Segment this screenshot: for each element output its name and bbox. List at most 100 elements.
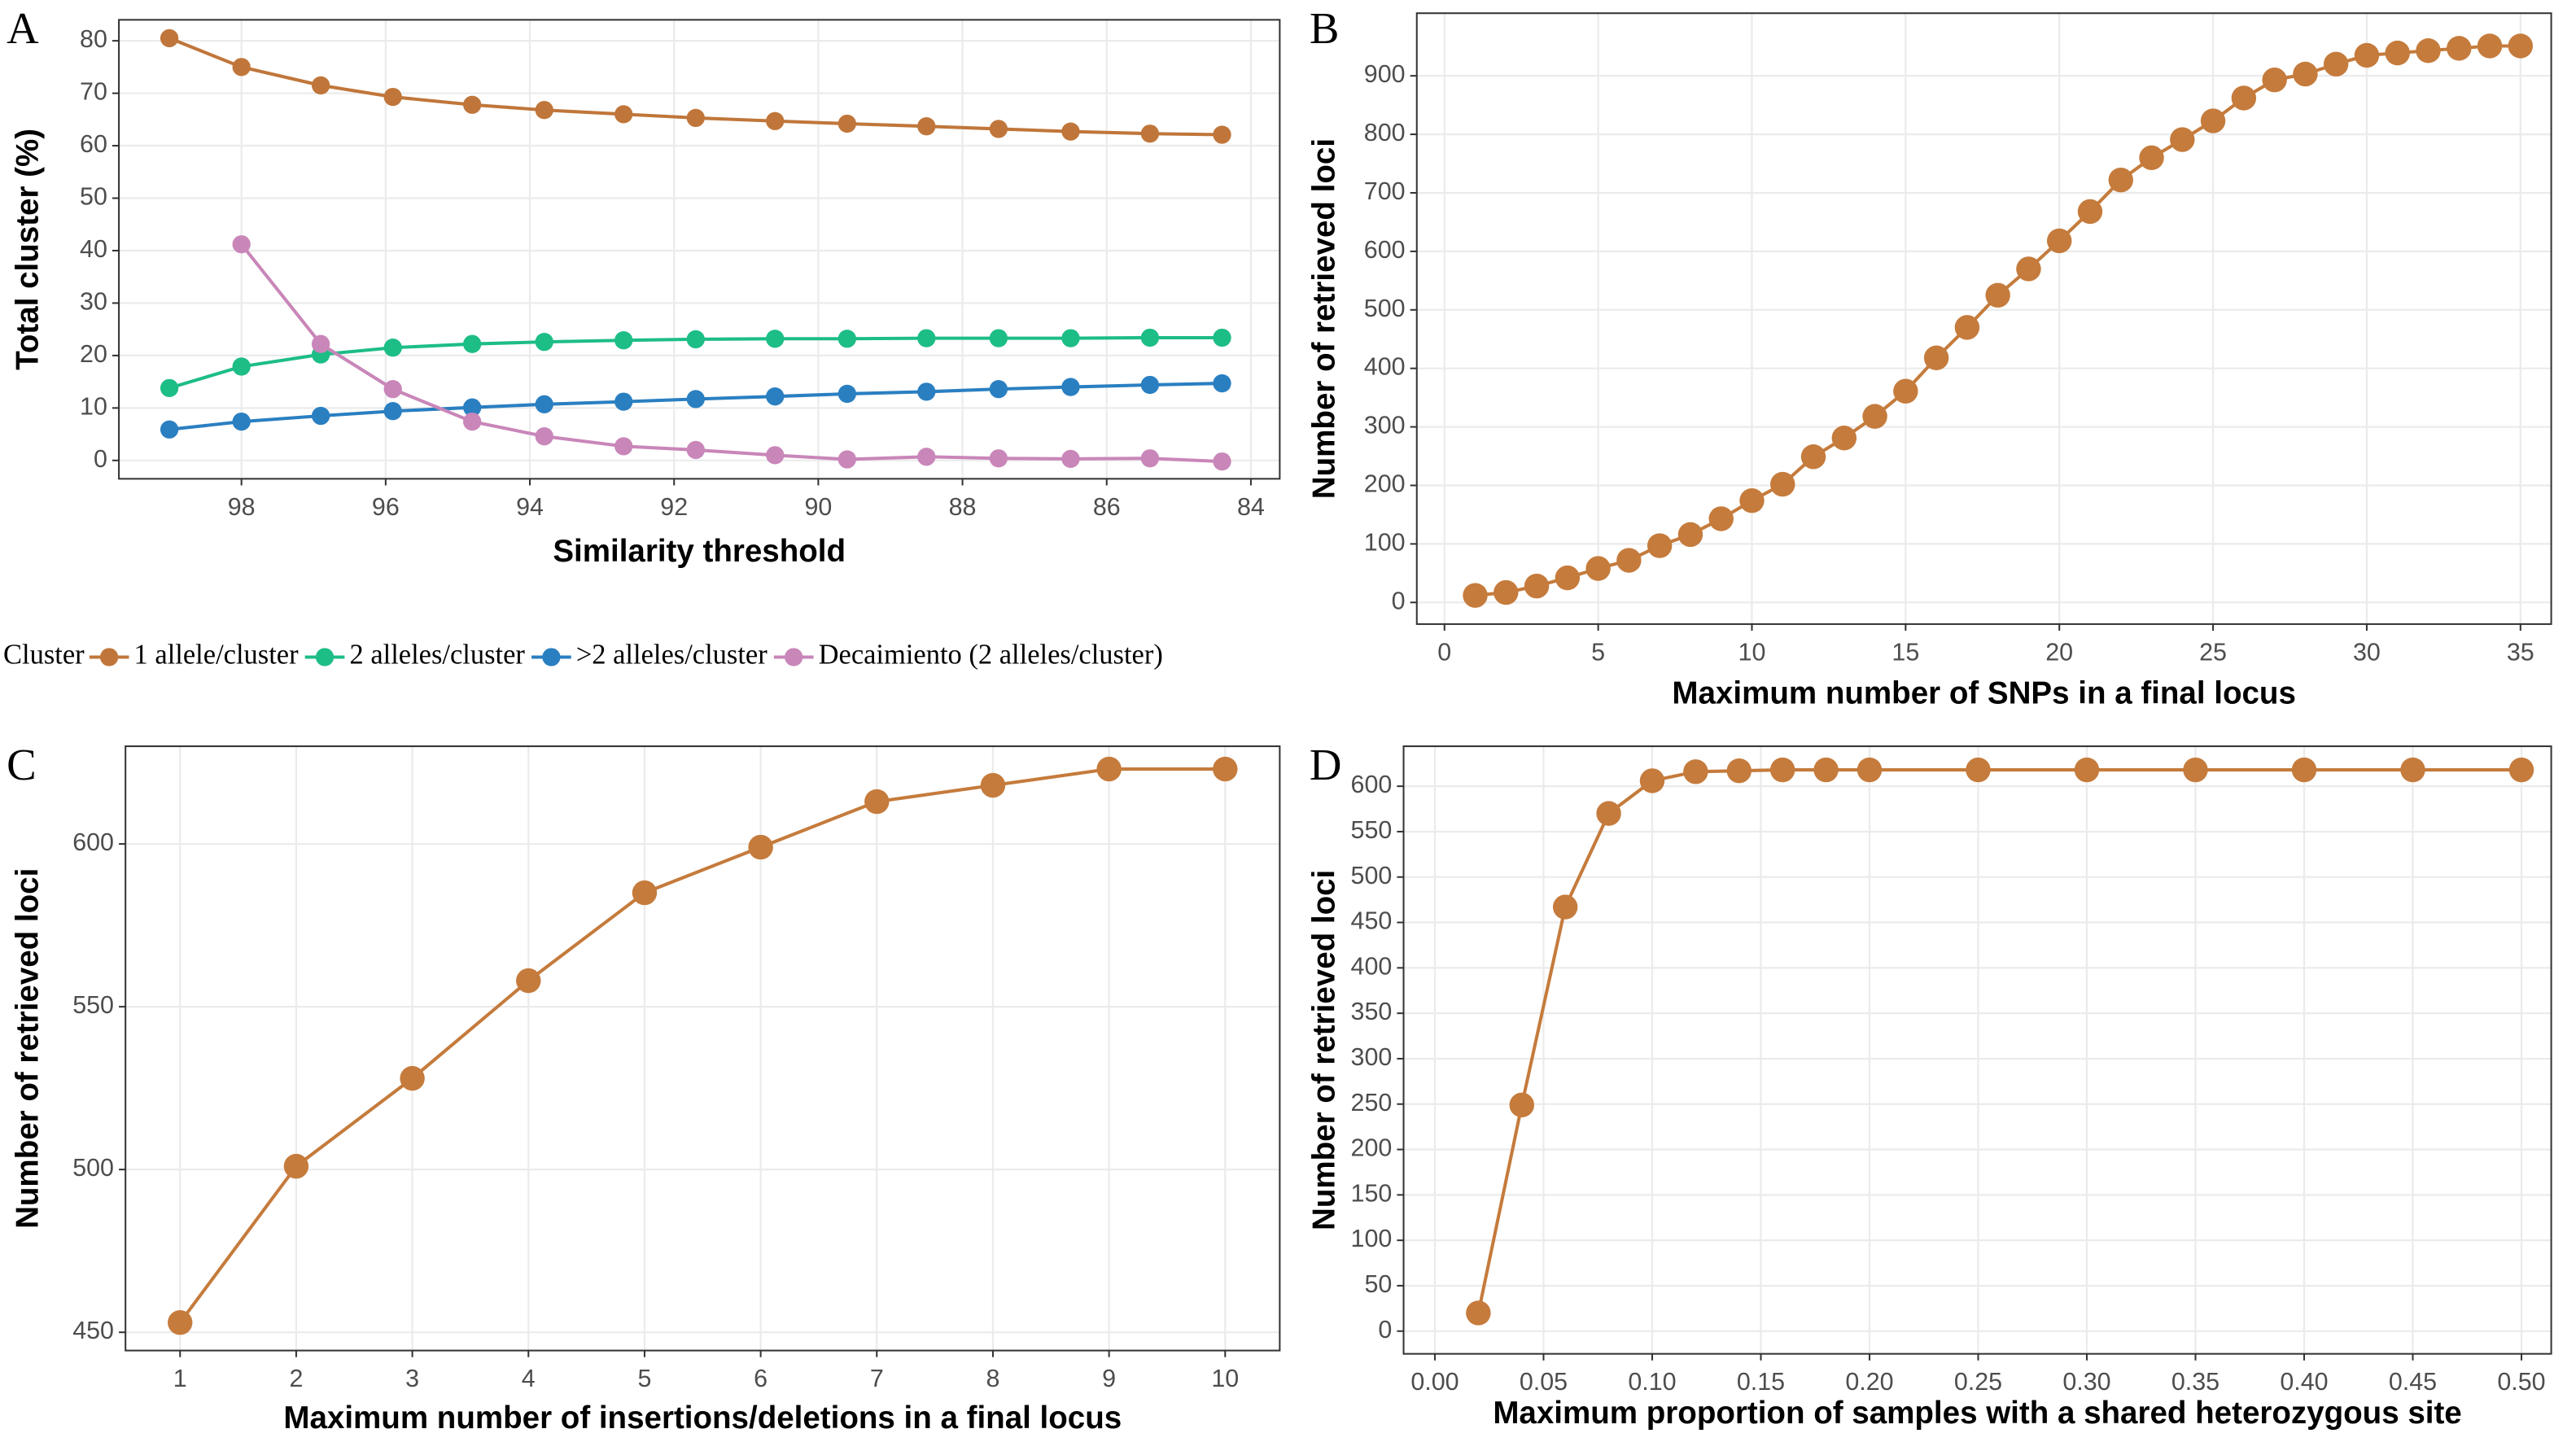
data-point xyxy=(232,357,251,376)
data-point xyxy=(686,330,705,349)
data-point xyxy=(766,111,785,130)
data-point xyxy=(980,772,1006,798)
x-tick-label: 5 xyxy=(637,1365,651,1392)
data-point xyxy=(1061,329,1080,347)
legend-label: 2 alleles/cluster xyxy=(349,639,525,670)
x-tick-label: 0.00 xyxy=(1410,1368,1459,1396)
data-point xyxy=(1769,757,1795,783)
y-tick-label: 0 xyxy=(1392,587,1406,614)
y-tick-label: 400 xyxy=(1351,952,1393,980)
data-point xyxy=(614,437,633,456)
data-point xyxy=(2447,36,2472,61)
y-tick-label: 550 xyxy=(72,991,114,1019)
data-point xyxy=(686,108,705,128)
x-tick-label: 94 xyxy=(516,493,544,521)
data-point xyxy=(2139,145,2164,171)
data-point xyxy=(160,28,179,48)
x-tick-label: 0.50 xyxy=(2497,1368,2545,1396)
data-point xyxy=(917,382,936,401)
data-point xyxy=(232,235,251,254)
x-tick-label: 0.20 xyxy=(1845,1368,1893,1396)
data-point xyxy=(2074,757,2100,783)
y-tick-label: 800 xyxy=(1364,119,1406,146)
data-point xyxy=(1494,579,1519,605)
data-point xyxy=(1647,533,1673,558)
data-point xyxy=(383,379,402,399)
x-tick-label: 86 xyxy=(1093,493,1121,521)
data-point xyxy=(1585,556,1611,581)
data-point xyxy=(1708,506,1734,531)
x-tick-label: 8 xyxy=(986,1365,999,1392)
y-tick-label: 300 xyxy=(1351,1043,1393,1071)
data-point xyxy=(1893,378,1918,404)
x-tick-label: 98 xyxy=(228,493,256,521)
y-axis-title: Total cluster (%) xyxy=(11,129,46,370)
x-tick-label: 0.25 xyxy=(1954,1368,2002,1396)
data-point xyxy=(1800,444,1826,470)
data-point xyxy=(2508,33,2534,59)
data-point xyxy=(838,330,856,348)
x-tick-label: 10 xyxy=(1738,638,1766,666)
y-tick-label: 50 xyxy=(1364,1270,1392,1298)
x-tick-label: 2 xyxy=(289,1365,303,1392)
y-tick-label: 450 xyxy=(72,1317,114,1344)
data-point xyxy=(1213,452,1231,471)
data-point xyxy=(1726,758,1752,784)
data-point xyxy=(1509,1092,1534,1118)
data-point xyxy=(1213,328,1231,347)
x-tick-label: 7 xyxy=(870,1365,884,1392)
data-point xyxy=(2400,757,2425,783)
data-point xyxy=(2077,199,2103,225)
data-point xyxy=(311,76,330,95)
y-tick-label: 600 xyxy=(1364,236,1406,264)
y-tick-label: 350 xyxy=(1351,998,1393,1025)
data-point xyxy=(232,412,251,431)
plot-border xyxy=(118,19,1281,480)
x-tick-label: 10 xyxy=(1211,1365,1239,1392)
data-point xyxy=(1555,565,1581,591)
legend-key xyxy=(785,648,803,666)
data-point xyxy=(463,334,482,353)
data-point xyxy=(1213,756,1238,782)
data-point xyxy=(2416,38,2441,63)
y-tick-label: 40 xyxy=(80,235,107,263)
data-point xyxy=(2200,108,2226,133)
data-point xyxy=(2108,167,2133,193)
data-point xyxy=(766,330,785,348)
data-point xyxy=(1954,315,1980,340)
data-point xyxy=(1639,768,1665,793)
data-point xyxy=(1831,426,1857,451)
y-tick-label: 20 xyxy=(80,340,107,368)
data-point xyxy=(2477,33,2503,59)
data-point xyxy=(2231,85,2257,111)
data-point xyxy=(1096,756,1122,782)
y-tick-label: 0 xyxy=(94,445,107,473)
y-tick-label: 400 xyxy=(1364,353,1406,381)
data-point xyxy=(1677,522,1703,548)
y-tick-label: 600 xyxy=(72,828,114,856)
y-tick-label: 60 xyxy=(80,130,107,158)
data-point xyxy=(1140,449,1160,468)
data-point xyxy=(838,450,856,469)
data-point xyxy=(1213,125,1231,144)
data-point xyxy=(535,426,553,446)
y-tick-label: 30 xyxy=(80,287,107,315)
panel-letter: D xyxy=(1310,740,1342,789)
y-tick-label: 450 xyxy=(1351,907,1393,935)
y-tick-label: 500 xyxy=(1364,295,1406,322)
x-tick-label: 35 xyxy=(2507,638,2534,666)
data-point xyxy=(2508,757,2534,783)
data-point xyxy=(535,395,553,413)
x-tick-label: 92 xyxy=(660,493,688,521)
legend-title: Cluster xyxy=(3,639,85,670)
x-axis-title: Maximum proportion of samples with a sha… xyxy=(1493,1396,2461,1431)
y-tick-label: 80 xyxy=(80,25,107,53)
data-point xyxy=(160,378,179,398)
x-tick-label: 15 xyxy=(1892,638,1919,666)
data-point xyxy=(686,390,705,409)
data-point xyxy=(1862,404,1887,429)
y-tick-label: 600 xyxy=(1351,771,1393,798)
data-point xyxy=(383,87,402,107)
data-point xyxy=(2262,67,2287,93)
y-axis-title: Number of retrieved loci xyxy=(1306,870,1341,1230)
